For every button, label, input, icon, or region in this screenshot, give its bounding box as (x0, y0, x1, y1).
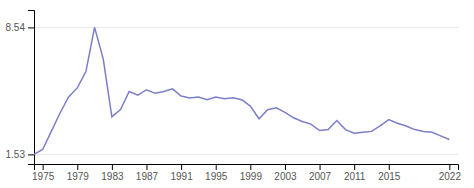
plot: 1975 1979 1983 1987 1991 1995 1999 2003 2007 2011… (6, 11, 462, 183)
x-tick-mark (216, 164, 217, 170)
x-tick-label: 1987 (136, 171, 159, 182)
x-tick: 1991 (170, 164, 193, 182)
x-tick: 2011 (344, 164, 366, 182)
x-tick: 2022 (439, 164, 462, 182)
y-tick-label: 1.53 (6, 149, 26, 160)
x-tick-label: 2007 (309, 171, 332, 182)
x-tick-mark (77, 164, 78, 170)
y-tick-label: 8.54 (6, 22, 26, 33)
x-tick: 1987 (136, 164, 159, 182)
x-tick-mark (43, 164, 44, 170)
x-tick: 1999 (240, 164, 263, 182)
y-tick-mark (28, 154, 34, 155)
x-tick: 2007 (309, 164, 332, 182)
x-axis: 1975 1979 1983 1987 1991 1995 1999 2003 2007 2011… (32, 164, 461, 182)
x-tick-label: 1991 (170, 171, 193, 182)
x-axis-line (35, 165, 459, 171)
x-tick: 1995 (205, 164, 228, 182)
x-tick: 1975 (32, 164, 55, 182)
x-tick-mark (389, 164, 390, 170)
x-tick-mark (250, 164, 251, 170)
y-tick: 8.54 (6, 22, 34, 33)
x-tick-mark (146, 164, 147, 170)
grid-line (34, 154, 458, 155)
x-tick-label: 1983 (101, 171, 124, 182)
grid-line (34, 27, 458, 28)
x-tick-label: 2011 (344, 171, 366, 182)
x-tick-mark (112, 164, 113, 170)
x-tick-label: 2022 (439, 171, 462, 182)
data-line (34, 27, 449, 154)
grid (34, 27, 458, 154)
x-tick-mark (449, 164, 450, 170)
x-tick-label: 1999 (240, 171, 263, 182)
x-tick: 2015 (378, 164, 401, 182)
x-tick-label: 2003 (274, 171, 297, 182)
x-tick-mark (285, 164, 286, 170)
x-tick-label: 2015 (378, 171, 401, 182)
x-tick: 1979 (67, 164, 90, 182)
y-tick-mark (28, 27, 34, 28)
x-tick: 2003 (274, 164, 297, 182)
chart: 1975 1979 1983 1987 1991 1995 1999 2003 2007 2011… (0, 0, 474, 188)
y-axis-line (28, 11, 35, 165)
x-tick-label: 1975 (32, 171, 55, 182)
y-axis: 1.53 8.54 (6, 11, 35, 165)
x-tick-label: 1979 (67, 171, 90, 182)
x-tick-mark (181, 164, 182, 170)
marks (34, 27, 449, 154)
x-tick-label: 1995 (205, 171, 228, 182)
y-tick: 1.53 (6, 149, 34, 160)
x-tick-mark (354, 164, 355, 170)
x-tick: 1983 (101, 164, 124, 182)
x-tick-mark (320, 164, 321, 170)
